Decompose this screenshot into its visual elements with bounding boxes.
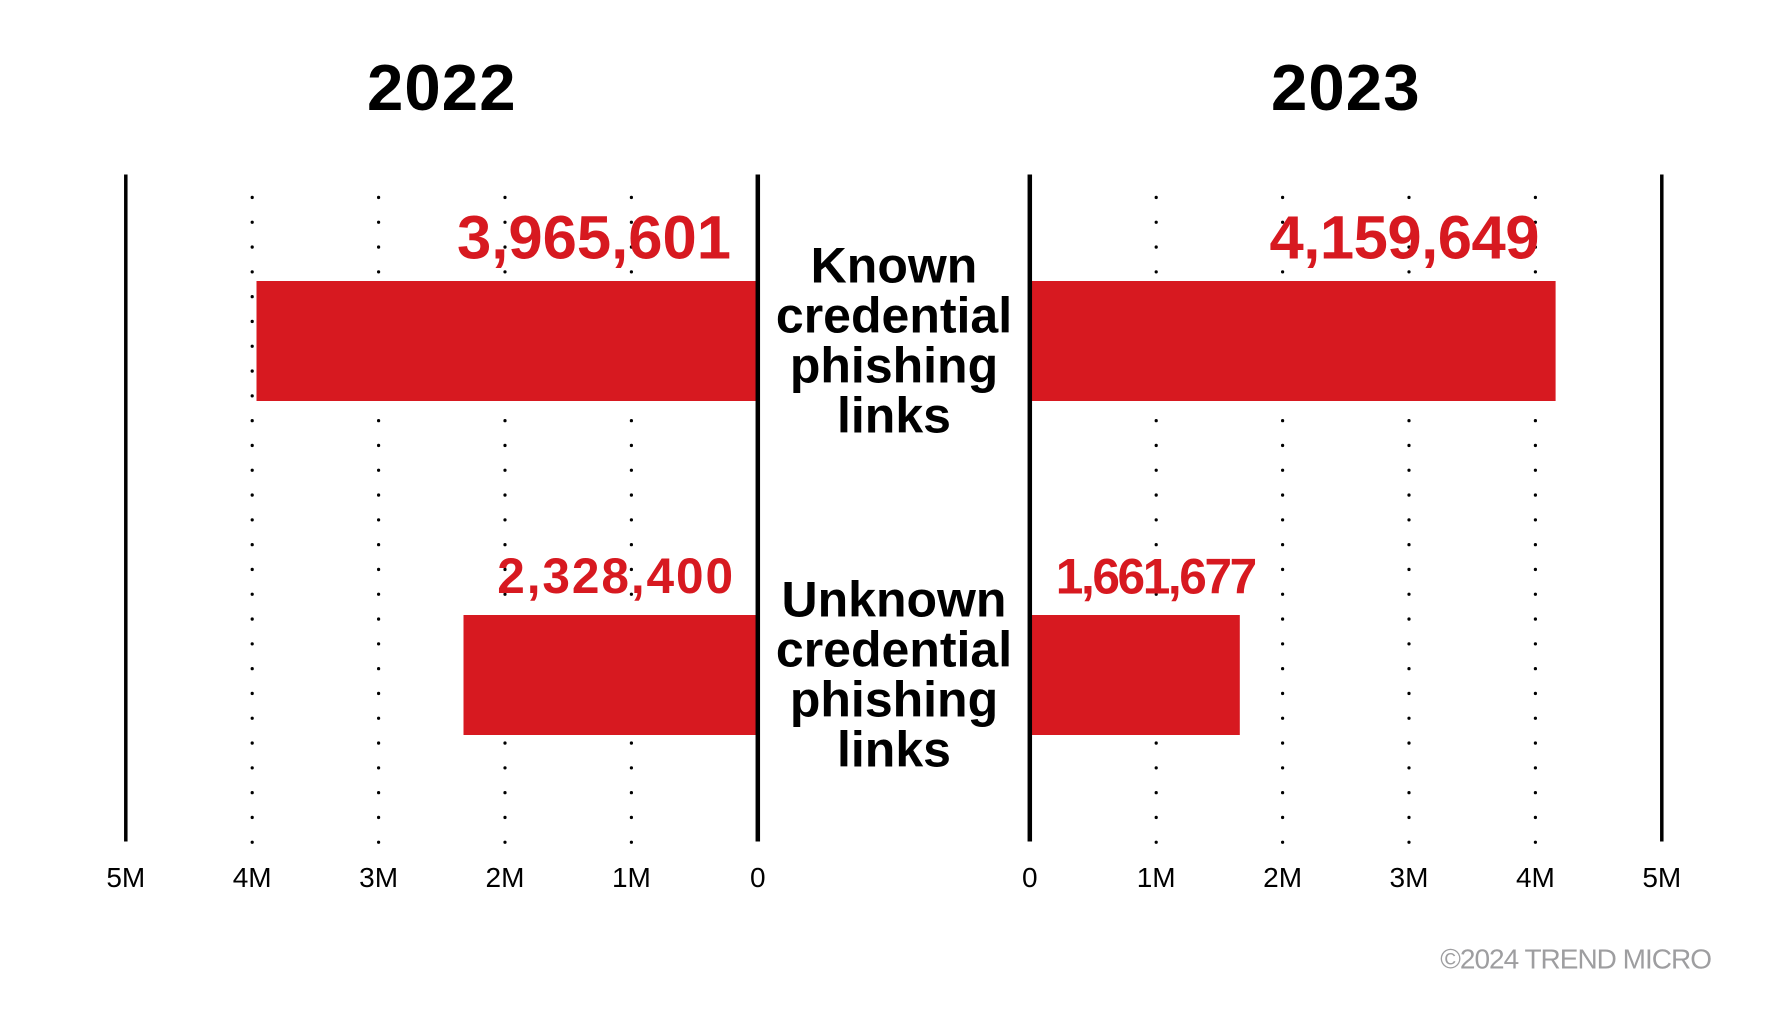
svg-text:5M: 5M bbox=[1642, 862, 1681, 893]
svg-text:1,661,677: 1,661,677 bbox=[1056, 548, 1256, 604]
svg-text:credential: credential bbox=[776, 622, 1012, 678]
svg-text:2M: 2M bbox=[1263, 862, 1302, 893]
svg-text:2M: 2M bbox=[486, 862, 525, 893]
svg-text:©2024 TREND MICRO: ©2024 TREND MICRO bbox=[1440, 944, 1711, 975]
svg-text:credential: credential bbox=[776, 288, 1012, 344]
svg-text:links: links bbox=[837, 722, 951, 778]
svg-text:5M: 5M bbox=[106, 862, 145, 893]
svg-text:2023: 2023 bbox=[1271, 51, 1421, 124]
svg-text:3,965,601: 3,965,601 bbox=[457, 204, 731, 273]
svg-text:Unknown: Unknown bbox=[782, 572, 1007, 628]
svg-text:3M: 3M bbox=[1390, 862, 1429, 893]
svg-text:phishing: phishing bbox=[790, 672, 998, 728]
svg-text:0: 0 bbox=[750, 862, 766, 893]
svg-text:4M: 4M bbox=[1516, 862, 1555, 893]
svg-text:0: 0 bbox=[1022, 862, 1038, 893]
svg-text:links: links bbox=[837, 388, 951, 444]
svg-text:2022: 2022 bbox=[367, 51, 517, 124]
svg-text:1M: 1M bbox=[1137, 862, 1176, 893]
svg-text:3M: 3M bbox=[359, 862, 398, 893]
svg-text:Known: Known bbox=[811, 238, 978, 294]
svg-text:4M: 4M bbox=[233, 862, 272, 893]
svg-text:2,328,400: 2,328,400 bbox=[497, 548, 735, 604]
svg-text:4,159,649: 4,159,649 bbox=[1269, 204, 1539, 273]
svg-text:1M: 1M bbox=[612, 862, 651, 893]
svg-text:phishing: phishing bbox=[790, 338, 998, 394]
